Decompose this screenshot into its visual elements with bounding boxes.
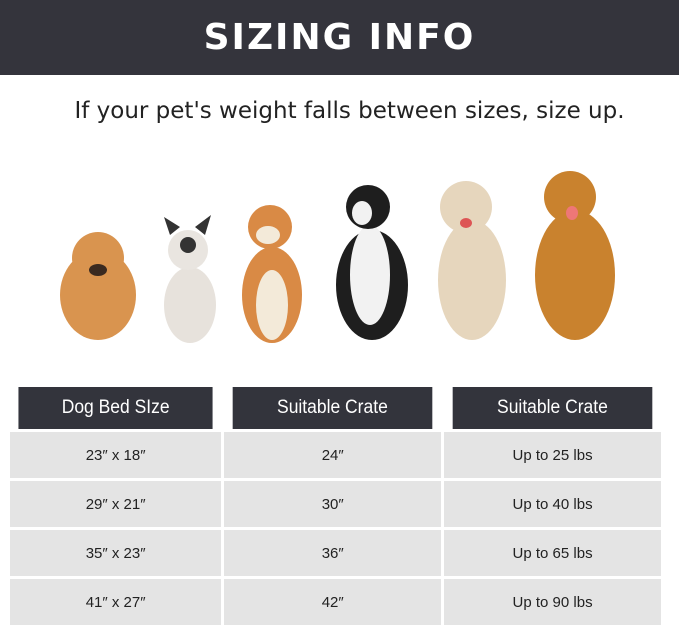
weight-cell: Up to 90 lbs (444, 579, 661, 625)
crate-cell: 30″ (224, 481, 442, 527)
weight-cell: Up to 40 lbs (444, 481, 661, 527)
pomeranian-image (60, 232, 136, 340)
shiba-inu-image (242, 205, 302, 343)
bed-size-cell: 23″ x 18″ (10, 432, 222, 478)
weight-cell: Up to 65 lbs (444, 530, 661, 576)
table-header-row: Dog Bed SIze Suitable Crate Suitable Cra… (10, 387, 661, 429)
table-row: 23″ x 18″ 24″ Up to 25 lbs (10, 432, 661, 478)
sizing-table: Dog Bed SIze Suitable Crate Suitable Cra… (7, 384, 664, 628)
header-dog-bed-size: Dog Bed SIze (18, 387, 213, 429)
banner: SIZING INFO (0, 0, 679, 75)
crate-cell: 36″ (224, 530, 442, 576)
sizing-note: If your pet's weight falls between sizes… (74, 98, 625, 124)
crate-cell: 42″ (224, 579, 442, 625)
french-bulldog-image (164, 215, 216, 343)
table-row: 29″ x 21″ 30″ Up to 40 lbs (10, 481, 661, 527)
header-suitable-weight: Suitable Crate (452, 387, 653, 429)
crate-cell: 24″ (224, 432, 442, 478)
weight-cell: Up to 25 lbs (444, 432, 661, 478)
labrador-image (438, 181, 506, 340)
bed-size-cell: 29″ x 21″ (10, 481, 222, 527)
border-collie-image (336, 185, 408, 340)
dogs-illustration (60, 171, 615, 343)
bed-size-cell: 41″ x 27″ (10, 579, 222, 625)
bed-size-cell: 35″ x 23″ (10, 530, 222, 576)
golden-retriever-image (535, 171, 615, 340)
table-row: 41″ x 27″ 42″ Up to 90 lbs (10, 579, 661, 625)
header-suitable-crate: Suitable Crate (232, 387, 433, 429)
table-row: 35″ x 23″ 36″ Up to 65 lbs (10, 530, 661, 576)
banner-title: SIZING INFO (203, 17, 476, 58)
